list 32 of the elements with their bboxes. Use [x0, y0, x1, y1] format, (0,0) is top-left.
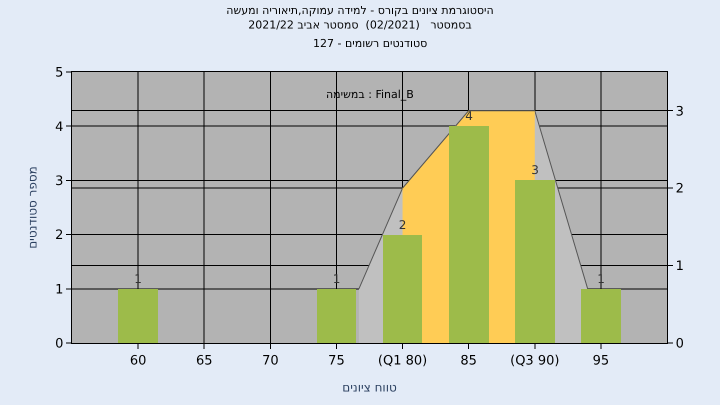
y2-tick-label: 3	[676, 104, 684, 120]
bar	[118, 289, 158, 343]
x-tick-label: 75	[328, 354, 345, 369]
y-tick-label: 1	[55, 282, 64, 298]
bar	[449, 126, 489, 343]
x-tick-label: 60	[130, 354, 146, 369]
x-tick-label: 85	[460, 354, 477, 369]
x-tick-label: 65	[196, 354, 212, 369]
y2-tick-label: 0	[676, 336, 684, 352]
chart-title: היסטוגרמת ציונים בקורס - למידה עמוקה,תיאוריה ומעשה	[226, 4, 494, 18]
y2-tick-label: 1	[676, 259, 684, 274]
text: סטודנטים רשומים - 127	[313, 37, 428, 50]
y-tick-label: 5	[55, 66, 64, 81]
bar	[515, 180, 555, 343]
y2-tick-label: 2	[676, 182, 684, 197]
y-tick-label: 3	[55, 174, 64, 189]
y-tick-label: 0	[55, 336, 64, 352]
x-tick-label: (Q1 80)	[378, 354, 428, 369]
x-tick-label: 70	[262, 354, 279, 369]
data-label: 4	[465, 109, 473, 123]
y-axis-title: מספר סטודנטים	[25, 166, 40, 249]
bar	[383, 235, 422, 343]
data-label: 2	[398, 218, 406, 232]
x-tick-label: (Q3 90)	[510, 354, 560, 369]
x-tick-label: 95	[592, 354, 610, 369]
bar	[317, 289, 356, 343]
x-axis-title: טווח ציונים	[342, 380, 397, 394]
chart-subtitle: בסמסטר (02/2021) סמסטר אביב 2021/22	[248, 18, 472, 32]
bar	[581, 289, 621, 343]
data-label: 3	[531, 163, 539, 177]
y-tick-label: 2	[55, 228, 64, 244]
y-tick-label: 4	[55, 120, 64, 135]
